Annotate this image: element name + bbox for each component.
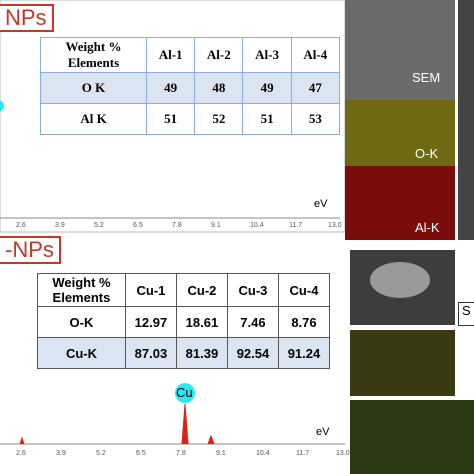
table-cell: Cu-1 — [124, 273, 177, 307]
peak-marker — [0, 100, 4, 112]
axis-unit: eV — [316, 426, 330, 438]
table-cell: 48 — [194, 72, 244, 104]
axis-tick-label: 10.4 — [250, 222, 264, 229]
sem-image — [345, 0, 455, 100]
table-cell: 81.39 — [175, 337, 228, 369]
axis-tick-label: 13.0 — [328, 222, 342, 229]
table-cell: 18.61 — [175, 306, 228, 338]
axis-tick-label: 13.0 — [336, 450, 350, 457]
table-cell: 52 — [194, 103, 244, 135]
table-row: Weight % Elements Al-1 Al-2 Al-3 Al-4 — [40, 37, 341, 73]
cell-text: Elements — [52, 290, 111, 305]
table-cell: Weight % Elements — [37, 273, 126, 307]
axis-tick-label: 9.1 — [216, 450, 226, 457]
axis-tick-label: 3.9 — [55, 222, 65, 229]
axis-tick-label: 6.5 — [136, 450, 146, 457]
axis-tick-label: 11.7 — [289, 222, 303, 229]
table: Weight % Elements Cu-1 Cu-2 Cu-3 Cu-4 O-K 12.97… — [37, 273, 331, 369]
axis-tick-label: 6.5 — [133, 222, 143, 229]
cell-text: Elements — [67, 55, 120, 70]
table-cell: 49 — [242, 72, 292, 104]
table-cell: 92.54 — [226, 337, 279, 369]
table-cell: 49 — [145, 72, 196, 104]
table-cell: Weight % Elements — [40, 37, 147, 73]
table-cell: O-K — [37, 306, 126, 338]
table-cell: 7.46 — [226, 306, 279, 338]
map-image — [350, 400, 474, 474]
table-cell: 91.24 — [277, 337, 331, 369]
cell-text: Weight % — [52, 275, 111, 290]
table-cell: 51 — [145, 103, 196, 135]
table-cell: Al K — [40, 103, 147, 135]
axis-tick-label: 3.9 — [56, 450, 66, 457]
axis-tick-label: 5.2 — [96, 450, 106, 457]
table-cell: 47 — [290, 72, 341, 104]
table-row: Al K 51 52 51 53 — [40, 103, 341, 135]
spectrum — [19, 403, 215, 445]
axis-tick-label: 7.8 — [176, 450, 186, 457]
image-label: S — [458, 302, 474, 326]
table-row: Cu-K 87.03 81.39 92.54 91.24 — [37, 337, 331, 369]
map-image — [345, 100, 455, 166]
image-strip — [458, 0, 474, 240]
table-cell: Al-4 — [290, 37, 341, 73]
image-label: O-K — [415, 146, 439, 161]
table-cell: 51 — [242, 103, 292, 135]
table-cell: Cu-4 — [277, 273, 331, 307]
panel-label: -NPs — [0, 236, 61, 264]
table-cell: Cu-K — [37, 337, 126, 369]
image-label: SEM — [412, 70, 441, 85]
table-row: O-K 12.97 18.61 7.46 8.76 — [37, 306, 331, 338]
axis-tick-label: 9.1 — [211, 222, 221, 229]
peak-label: Cu — [176, 385, 193, 400]
table-cell: 87.03 — [124, 337, 177, 369]
table-cell: Cu-2 — [175, 273, 228, 307]
table-cell: 12.97 — [124, 306, 177, 338]
table-cell: 8.76 — [277, 306, 331, 338]
panel-label: NPs — [0, 4, 54, 32]
image-label: Al-K — [415, 220, 440, 235]
axis-tick-label: 10.4 — [256, 450, 270, 457]
table-cell: Al-2 — [194, 37, 244, 73]
table: Weight % Elements Al-1 Al-2 Al-3 Al-4 O K 49 48 4… — [40, 37, 341, 135]
table-cell: 53 — [290, 103, 341, 135]
table-row: O K 49 48 49 47 — [40, 72, 341, 104]
table-cell: Al-3 — [242, 37, 292, 73]
axis-tick-label: 5.2 — [94, 222, 104, 229]
axis-tick-label: 7.8 — [172, 222, 182, 229]
axis-tick-label: 2.6 — [16, 450, 26, 457]
cell-text: Weight % — [65, 39, 122, 54]
axis-tick-label: 11.7 — [296, 450, 310, 457]
table-row: Weight % Elements Cu-1 Cu-2 Cu-3 Cu-4 — [37, 273, 331, 307]
table-cell: Cu-3 — [226, 273, 279, 307]
peak-marker — [175, 383, 195, 403]
map-image — [350, 330, 455, 396]
axis-unit: eV — [314, 198, 328, 210]
table-cell: O K — [40, 72, 147, 104]
particle — [370, 262, 430, 298]
map-image — [345, 166, 455, 240]
table-cell: Al-1 — [145, 37, 196, 73]
axis-tick-label: 2.6 — [16, 222, 26, 229]
